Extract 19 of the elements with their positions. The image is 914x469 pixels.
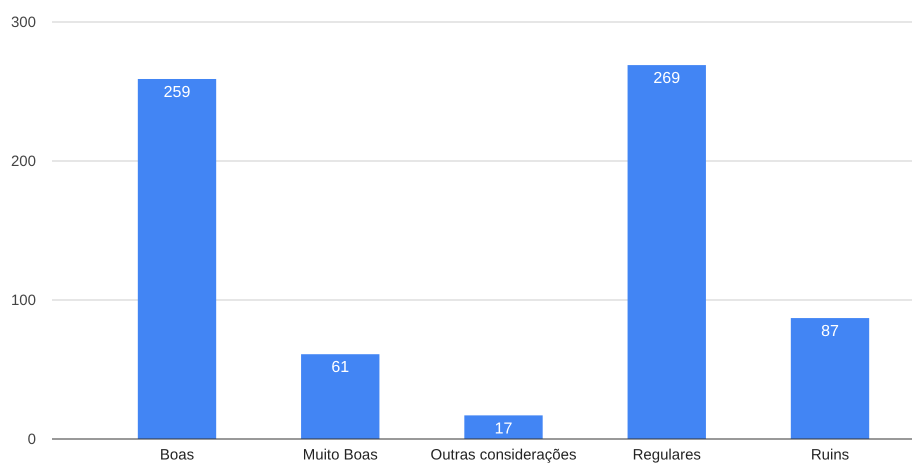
y-tick-label: 0 [28,430,36,448]
bar [301,354,380,439]
x-tick-label: Regulares [632,446,701,464]
x-tick-label: Ruins [810,446,850,464]
data-label: 269 [653,70,680,88]
data-label: 17 [494,420,512,438]
y-tick-label: 100 [10,292,36,309]
data-label: 61 [331,359,350,376]
y-tick-label: 200 [10,152,36,170]
x-tick-label: Outras considerações [430,446,576,464]
x-tick-label: Boas [160,446,194,464]
data-label: 87 [821,323,839,340]
bar [138,78,216,439]
bar [790,318,870,439]
x-tick-label: Muito Boas [302,446,378,464]
y-tick-label: 300 [10,14,36,31]
data-label: 259 [164,84,190,101]
bar [464,415,543,439]
bar [628,65,706,439]
